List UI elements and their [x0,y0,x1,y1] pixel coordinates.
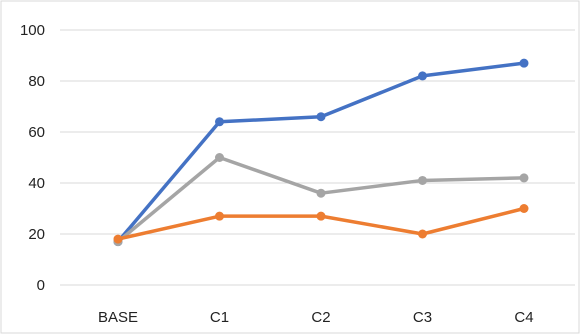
y-tick-label: 100 [20,22,45,39]
y-axis-tick-labels: 0 20 40 60 80 100 [20,22,45,294]
x-tick-label: BASE [98,309,138,326]
y-tick-label: 0 [37,277,45,294]
series-3-point [316,211,326,221]
series-3-point [215,211,224,221]
series-group [113,58,529,247]
x-tick-label: C2 [311,309,330,326]
y-tick-label: 40 [28,175,45,192]
series-1-point [215,117,224,127]
y-tick-label: 80 [28,73,45,90]
series-1-point [316,112,326,122]
x-tick-label: C3 [413,309,432,326]
y-tick-label: 60 [28,124,45,141]
x-axis-tick-labels: BASE C1 C2 C3 C4 [98,309,534,326]
x-tick-label: C4 [514,309,533,326]
series-3-point [519,204,529,213]
y-tick-label: 20 [28,226,45,243]
series-2-point [519,173,529,183]
series-1-point [519,58,529,68]
series-3-point [418,229,427,239]
series-1-point [418,71,427,81]
x-tick-label: C1 [210,309,229,326]
series-2-point [316,188,326,198]
series-2-point [418,175,427,185]
series-3-point [113,234,123,244]
series-2-point [215,153,224,162]
